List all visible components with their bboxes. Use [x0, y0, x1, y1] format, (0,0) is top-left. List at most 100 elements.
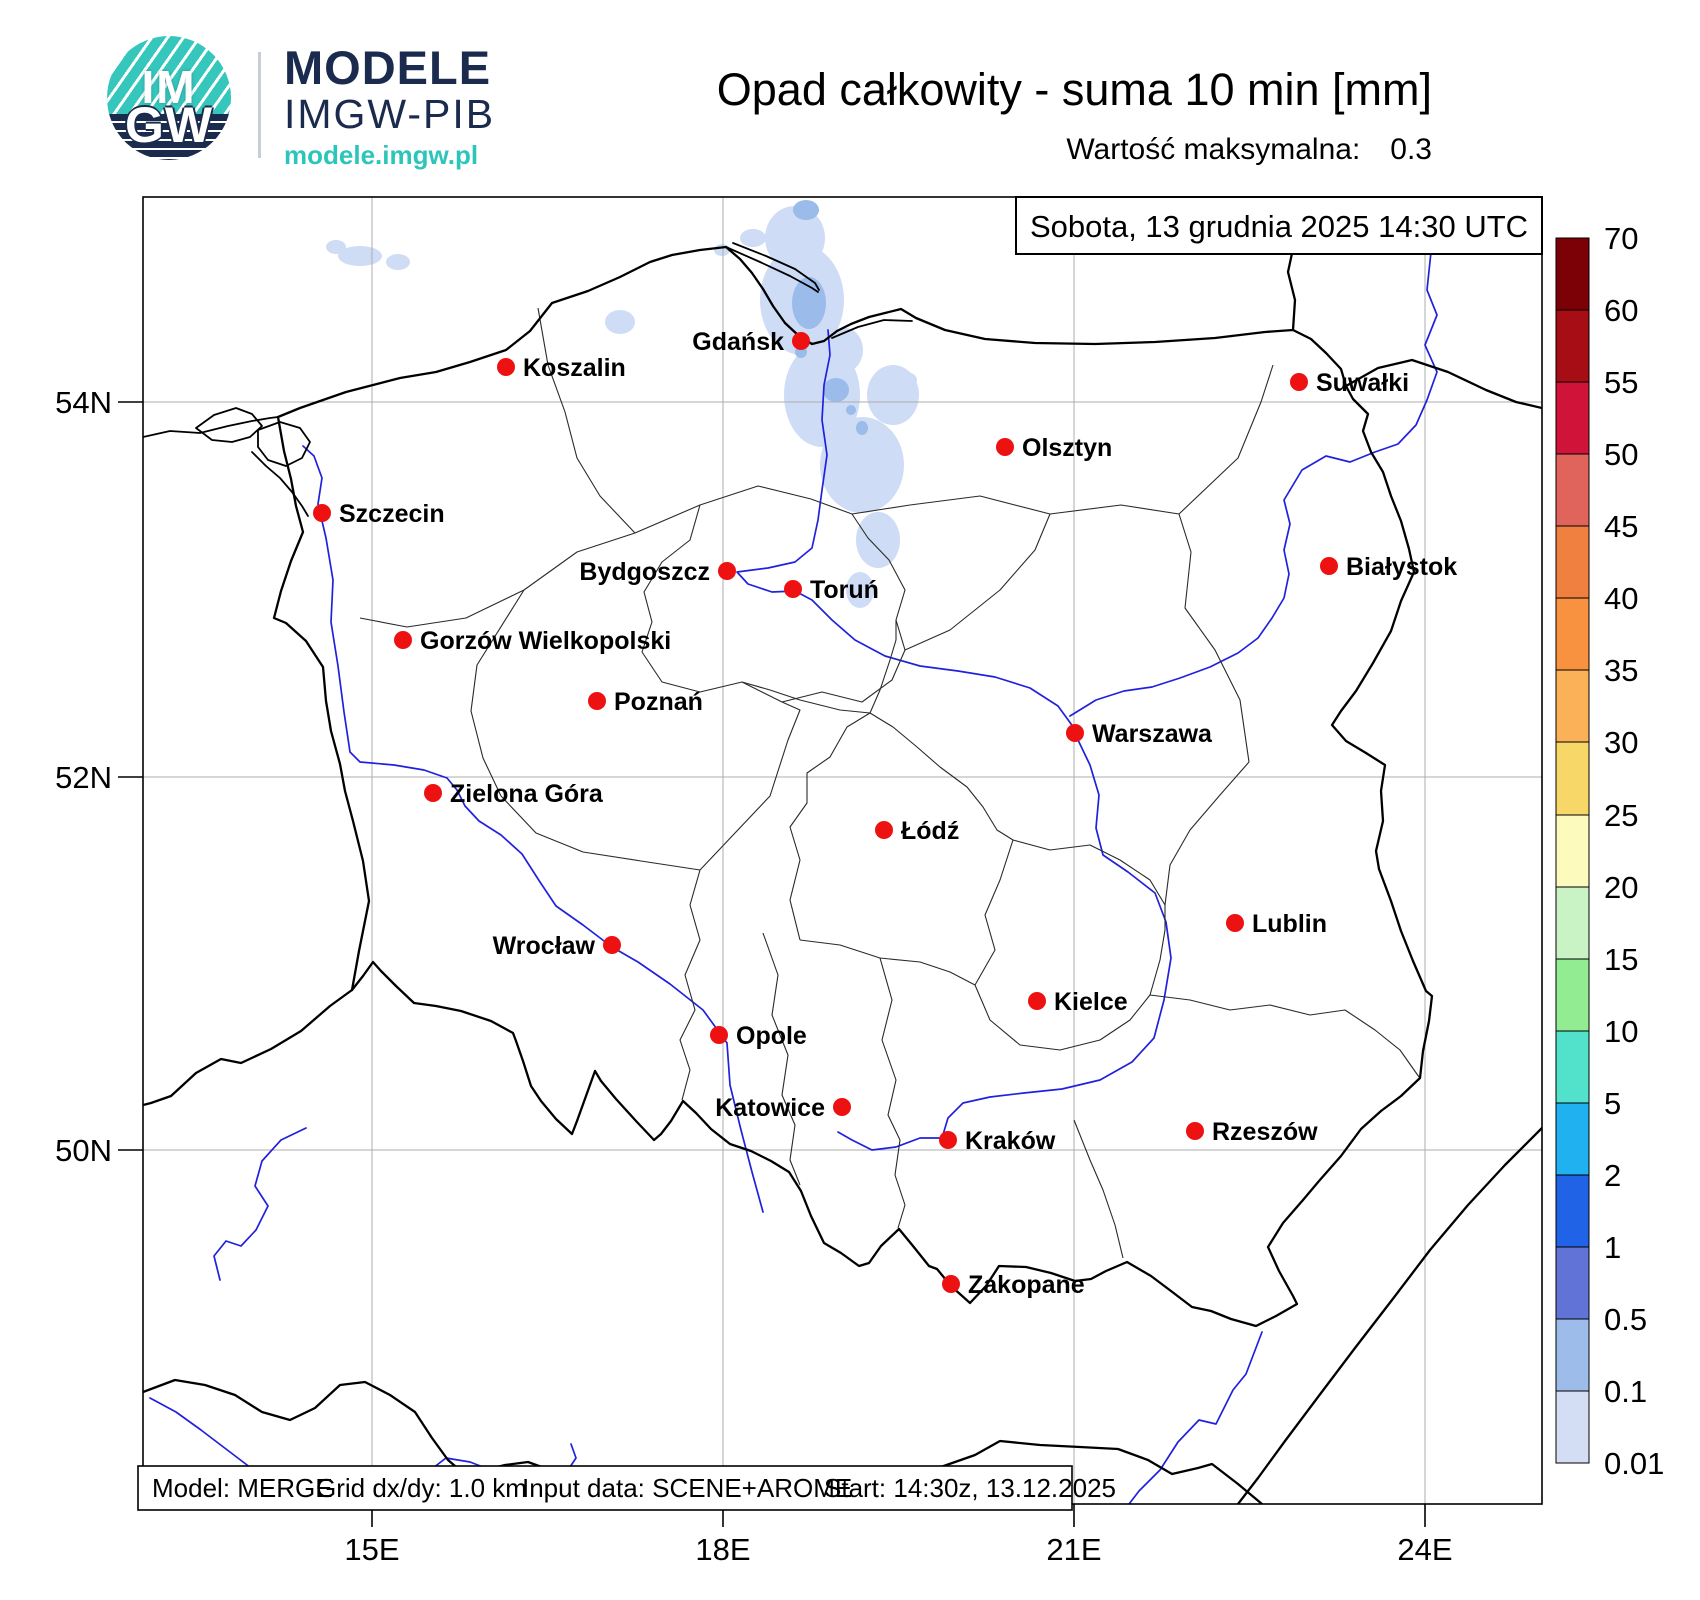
- colorbar-segment: [1555, 1390, 1590, 1464]
- city-label: Opole: [736, 1022, 807, 1050]
- city-label: Zielona Góra: [450, 780, 604, 808]
- colorbar-label: 25: [1604, 798, 1638, 833]
- colorbar-segment: [1555, 741, 1590, 816]
- colorbar-segment: [1555, 525, 1590, 599]
- model-info-box: Model: MERGE Grid dx/dy: 1.0 km Input da…: [137, 1465, 1116, 1511]
- city-label: Warszawa: [1092, 720, 1213, 748]
- island-usedom: [195, 407, 263, 443]
- city-labels: Koszalin Gdańsk Suwałki Olsztyn Szczecin…: [339, 328, 1457, 1299]
- colorbar-label: 2: [1604, 1158, 1621, 1193]
- city-label: Suwałki: [1316, 369, 1409, 397]
- city-dot: [1028, 992, 1046, 1010]
- city-label: Kraków: [965, 1127, 1056, 1155]
- y-tick-54n: 54N: [55, 385, 112, 420]
- model-start: Start: 14:30z, 13.12.2025: [824, 1473, 1116, 1503]
- colorbar-segment: [1555, 886, 1590, 960]
- model-name: Model: MERGE: [152, 1473, 333, 1503]
- colorbar-label: 20: [1604, 870, 1638, 905]
- max-value-row: Wartość maksymalna: 0.3: [717, 133, 1432, 167]
- max-value: 0.3: [1390, 133, 1432, 166]
- river-bug: [1069, 489, 1291, 717]
- city-label: Wrocław: [493, 932, 596, 960]
- city-label: Koszalin: [523, 354, 626, 382]
- x-tick-21e: 21E: [1046, 1532, 1101, 1567]
- vistula-lagoon: [831, 319, 913, 339]
- river-san: [1128, 1331, 1263, 1504]
- szczecin-lagoon: [251, 451, 309, 517]
- colorbar-segment: [1555, 309, 1590, 383]
- city-dot: [1290, 373, 1308, 391]
- island-wolin: [257, 421, 311, 467]
- city-dot: [833, 1098, 851, 1116]
- river-czech-2: [213, 1127, 307, 1281]
- colorbar-segment: [1555, 1318, 1590, 1392]
- city-label: Olsztyn: [1022, 434, 1112, 462]
- imgw-logo-teal-hatch: [107, 36, 231, 115]
- x-axis-labels: 15E 18E 21E 24E: [344, 1532, 1452, 1567]
- colorbar-segment: [1555, 669, 1590, 743]
- brand-block: MODELE IMGW-PIB modele.imgw.pl: [284, 41, 496, 169]
- city-dot: [424, 784, 442, 802]
- colorbar-label: 1: [1604, 1230, 1621, 1265]
- region-borders: [359, 307, 1420, 1259]
- imgw-logo-navy-waves: [107, 114, 231, 160]
- czech-german-border: [143, 988, 354, 1107]
- river-oder: [302, 445, 764, 1213]
- brand-divider: [258, 52, 261, 158]
- city-label: Łódź: [901, 817, 959, 845]
- city-label: Poznań: [614, 688, 703, 716]
- colorbar-segment: [1555, 1102, 1590, 1176]
- city-label: Toruń: [810, 576, 879, 604]
- city-dot: [996, 438, 1014, 456]
- colorbar-label: 50: [1604, 437, 1638, 472]
- lithuania-belarus-border: [1344, 358, 1542, 410]
- timestamp-box: Sobota, 13 grudnia 2025 14:30 UTC: [1015, 196, 1543, 255]
- x-tick-24e: 24E: [1397, 1532, 1452, 1567]
- colorbar-label: 40: [1604, 581, 1638, 616]
- graticule: [143, 197, 1542, 1504]
- colorbar-label: 15: [1604, 942, 1638, 977]
- colorbar-label: 10: [1604, 1014, 1638, 1049]
- city-dot: [718, 562, 736, 580]
- city-label: Kielce: [1054, 988, 1128, 1016]
- colorbar-label: 0.01: [1604, 1446, 1664, 1481]
- city-dot: [875, 821, 893, 839]
- colorbar-label: 60: [1604, 293, 1638, 328]
- colorbar-segment: [1555, 1246, 1590, 1320]
- colorbar-segment: [1555, 237, 1590, 311]
- city-dot: [710, 1026, 728, 1044]
- city-markers: [313, 332, 1338, 1293]
- city-dot: [942, 1275, 960, 1293]
- colorbar-segment: [1555, 597, 1590, 671]
- imgw-logo: IM GW: [107, 36, 231, 160]
- city-dot: [792, 332, 810, 350]
- city-label: Katowice: [715, 1094, 825, 1122]
- city-label: Bydgoszcz: [579, 558, 710, 586]
- city-dot: [1320, 557, 1338, 575]
- colorbar-segment: [1555, 453, 1590, 527]
- colorbar-segment: [1555, 381, 1590, 455]
- city-dot: [603, 936, 621, 954]
- city-dot: [313, 504, 331, 522]
- y-tick-52n: 52N: [55, 760, 112, 795]
- city-label: Rzeszów: [1212, 1118, 1318, 1146]
- city-label: Szczecin: [339, 500, 445, 528]
- city-dot: [939, 1131, 957, 1149]
- colorbar-label: 0.5: [1604, 1302, 1647, 1337]
- city-label: Lublin: [1252, 910, 1327, 938]
- precipitation-patches: [326, 200, 919, 608]
- colorbar-label: 0.1: [1604, 1374, 1647, 1409]
- brand-org: IMGW-PIB: [284, 90, 496, 137]
- colorbar: [1555, 237, 1590, 1464]
- title-block: Opad całkowity - suma 10 min [mm] Wartoś…: [717, 64, 1432, 167]
- brand-name: MODELE: [284, 41, 492, 94]
- x-tick-18e: 18E: [695, 1532, 750, 1567]
- colorbar-label: 30: [1604, 725, 1638, 760]
- poland-border: [272, 245, 1434, 1328]
- colorbar-segment: [1555, 1030, 1590, 1104]
- colorbar-segment: [1555, 814, 1590, 888]
- ukraine-border: [1236, 1126, 1542, 1504]
- city-dot: [588, 692, 606, 710]
- city-dot: [1186, 1122, 1204, 1140]
